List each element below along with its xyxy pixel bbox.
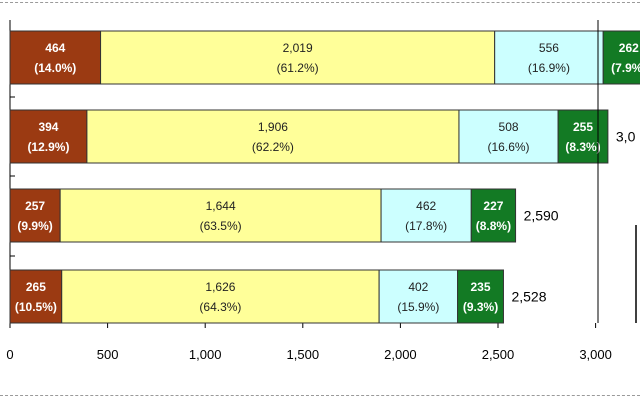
bar-segment	[86, 109, 460, 164]
segment-value-label: 1,644	[206, 199, 236, 213]
bar-segment	[9, 269, 63, 324]
segment-value-label: 402	[408, 280, 428, 294]
x-tick-label: 0	[6, 347, 13, 362]
segment-value-label: 262	[619, 41, 639, 55]
segment-percent-label: (15.9%)	[397, 300, 439, 314]
segment-percent-label: (14.0%)	[34, 61, 76, 75]
segment-value-label: 2,019	[283, 41, 313, 55]
x-tick-label: 500	[97, 347, 119, 362]
segment-value-label: 255	[573, 120, 593, 134]
segment-percent-label: (64.3%)	[199, 300, 241, 314]
segment-percent-label: (9.9%)	[17, 219, 52, 233]
segment-value-label: 464	[45, 41, 65, 55]
segment-percent-label: (12.9%)	[27, 140, 69, 154]
segment-percent-label: (10.5%)	[15, 300, 57, 314]
segment-percent-label: (8.8%)	[476, 219, 511, 233]
segment-value-label: 508	[499, 120, 519, 134]
segment-percent-label: (7.9%)	[611, 61, 640, 75]
segment-percent-label: (16.6%)	[488, 140, 530, 154]
bar-segment	[9, 30, 102, 85]
bar-segment	[457, 269, 504, 324]
segment-value-label: 1,626	[205, 280, 235, 294]
bar-segment	[557, 109, 609, 164]
bottom-dashed-border	[0, 395, 640, 396]
top-dashed-border	[0, 2, 640, 3]
x-tick-label: 1,000	[189, 347, 222, 362]
bar-segment	[9, 109, 88, 164]
segment-percent-label: (9.3%)	[463, 300, 498, 314]
x-tick-label: 3,000	[579, 347, 612, 362]
x-tick-label: 1,500	[287, 347, 320, 362]
segment-value-label: 227	[483, 199, 503, 213]
bar-segment	[494, 30, 604, 85]
row-total-label: 3,0	[616, 129, 636, 145]
segment-percent-label: (62.2%)	[252, 140, 294, 154]
bar-segment	[470, 188, 517, 243]
bar-segment	[458, 109, 559, 164]
segment-value-label: 235	[471, 280, 491, 294]
segment-value-label: 1,906	[258, 120, 288, 134]
bar-segment	[100, 30, 496, 85]
bar-segment	[9, 188, 61, 243]
segment-percent-label: (61.2%)	[277, 61, 319, 75]
bar-segment	[378, 269, 459, 324]
segment-percent-label: (8.3%)	[565, 140, 600, 154]
bar-segment	[59, 188, 382, 243]
bar-segment	[602, 30, 640, 85]
segment-percent-label: (16.9%)	[528, 61, 570, 75]
segment-value-label: 556	[539, 41, 559, 55]
segment-value-label: 265	[26, 280, 46, 294]
segment-value-label: 394	[38, 120, 58, 134]
segment-percent-label: (63.5%)	[200, 219, 242, 233]
segment-percent-label: (17.8%)	[405, 219, 447, 233]
segment-value-label: 257	[25, 199, 45, 213]
row-total-label: 2,590	[524, 208, 559, 224]
x-tick-label: 2,000	[384, 347, 417, 362]
segment-value-label: 462	[416, 199, 436, 213]
row-total-label: 2,528	[511, 289, 546, 305]
x-tick-label: 2,500	[482, 347, 515, 362]
bar-segment	[61, 269, 380, 324]
bar-segment	[380, 188, 472, 243]
